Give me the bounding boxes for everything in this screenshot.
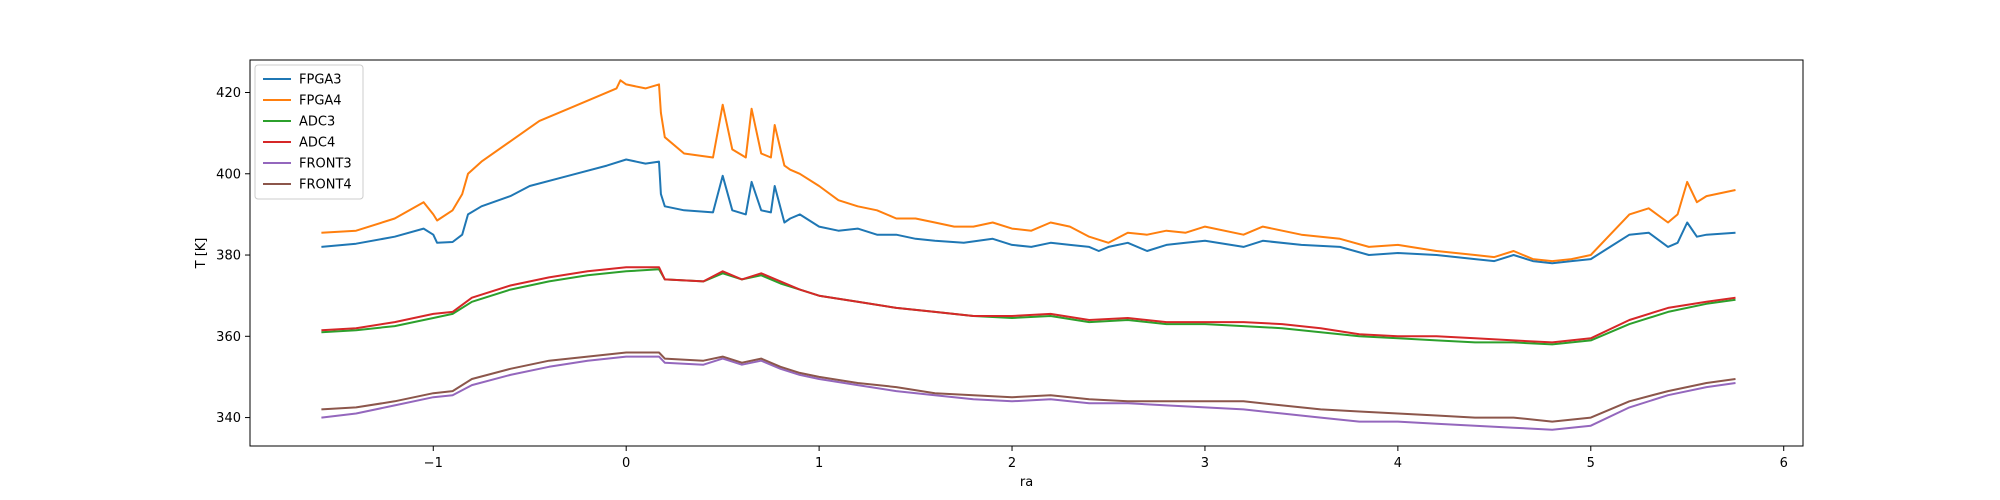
y-axis-label: T [K] [194, 238, 209, 270]
x-tick-label: 0 [622, 456, 630, 471]
series-line-front3 [321, 355, 1736, 431]
legend-label-front3: FRONT3 [299, 157, 352, 172]
y-tick-label: 400 [216, 167, 241, 182]
legend-box [254, 64, 364, 200]
y-tick-label: 360 [216, 330, 241, 345]
x-tick-label: 3 [1201, 456, 1209, 471]
legend: FPGA3 FPGA4 ADC3 ADC4 FRONT3 FRONT4 [254, 64, 364, 200]
x-tick-label: 5 [1587, 456, 1595, 471]
legend-label-adc3: ADC3 [299, 115, 335, 130]
y-tick-label: 340 [216, 411, 241, 426]
x-axis-label: ra [1020, 475, 1033, 490]
x-tick-label: −1 [424, 456, 443, 471]
y-tick-label: 380 [216, 249, 241, 264]
y-tick-label: 420 [216, 86, 241, 101]
legend-label-fpga3: FPGA3 [299, 73, 342, 88]
series-line-fpga3 [321, 158, 1736, 265]
plot-lines [321, 79, 1736, 431]
series-line-front4 [321, 351, 1736, 423]
legend-label-front4: FRONT4 [299, 178, 352, 193]
x-tick-label: 4 [1394, 456, 1402, 471]
x-tick-label: 6 [1780, 456, 1788, 471]
legend-label-adc4: ADC4 [299, 136, 335, 151]
x-tick-label: 2 [1008, 456, 1016, 471]
legend-label-fpga4: FPGA4 [299, 94, 342, 109]
series-line-fpga4 [321, 79, 1736, 263]
plot-frame [249, 59, 1804, 447]
axis-ticks: −1 0 1 2 3 4 5 6 340 360 380 400 420 [216, 86, 1788, 471]
x-tick-label: 1 [815, 456, 823, 471]
series-line-adc4 [321, 266, 1736, 344]
